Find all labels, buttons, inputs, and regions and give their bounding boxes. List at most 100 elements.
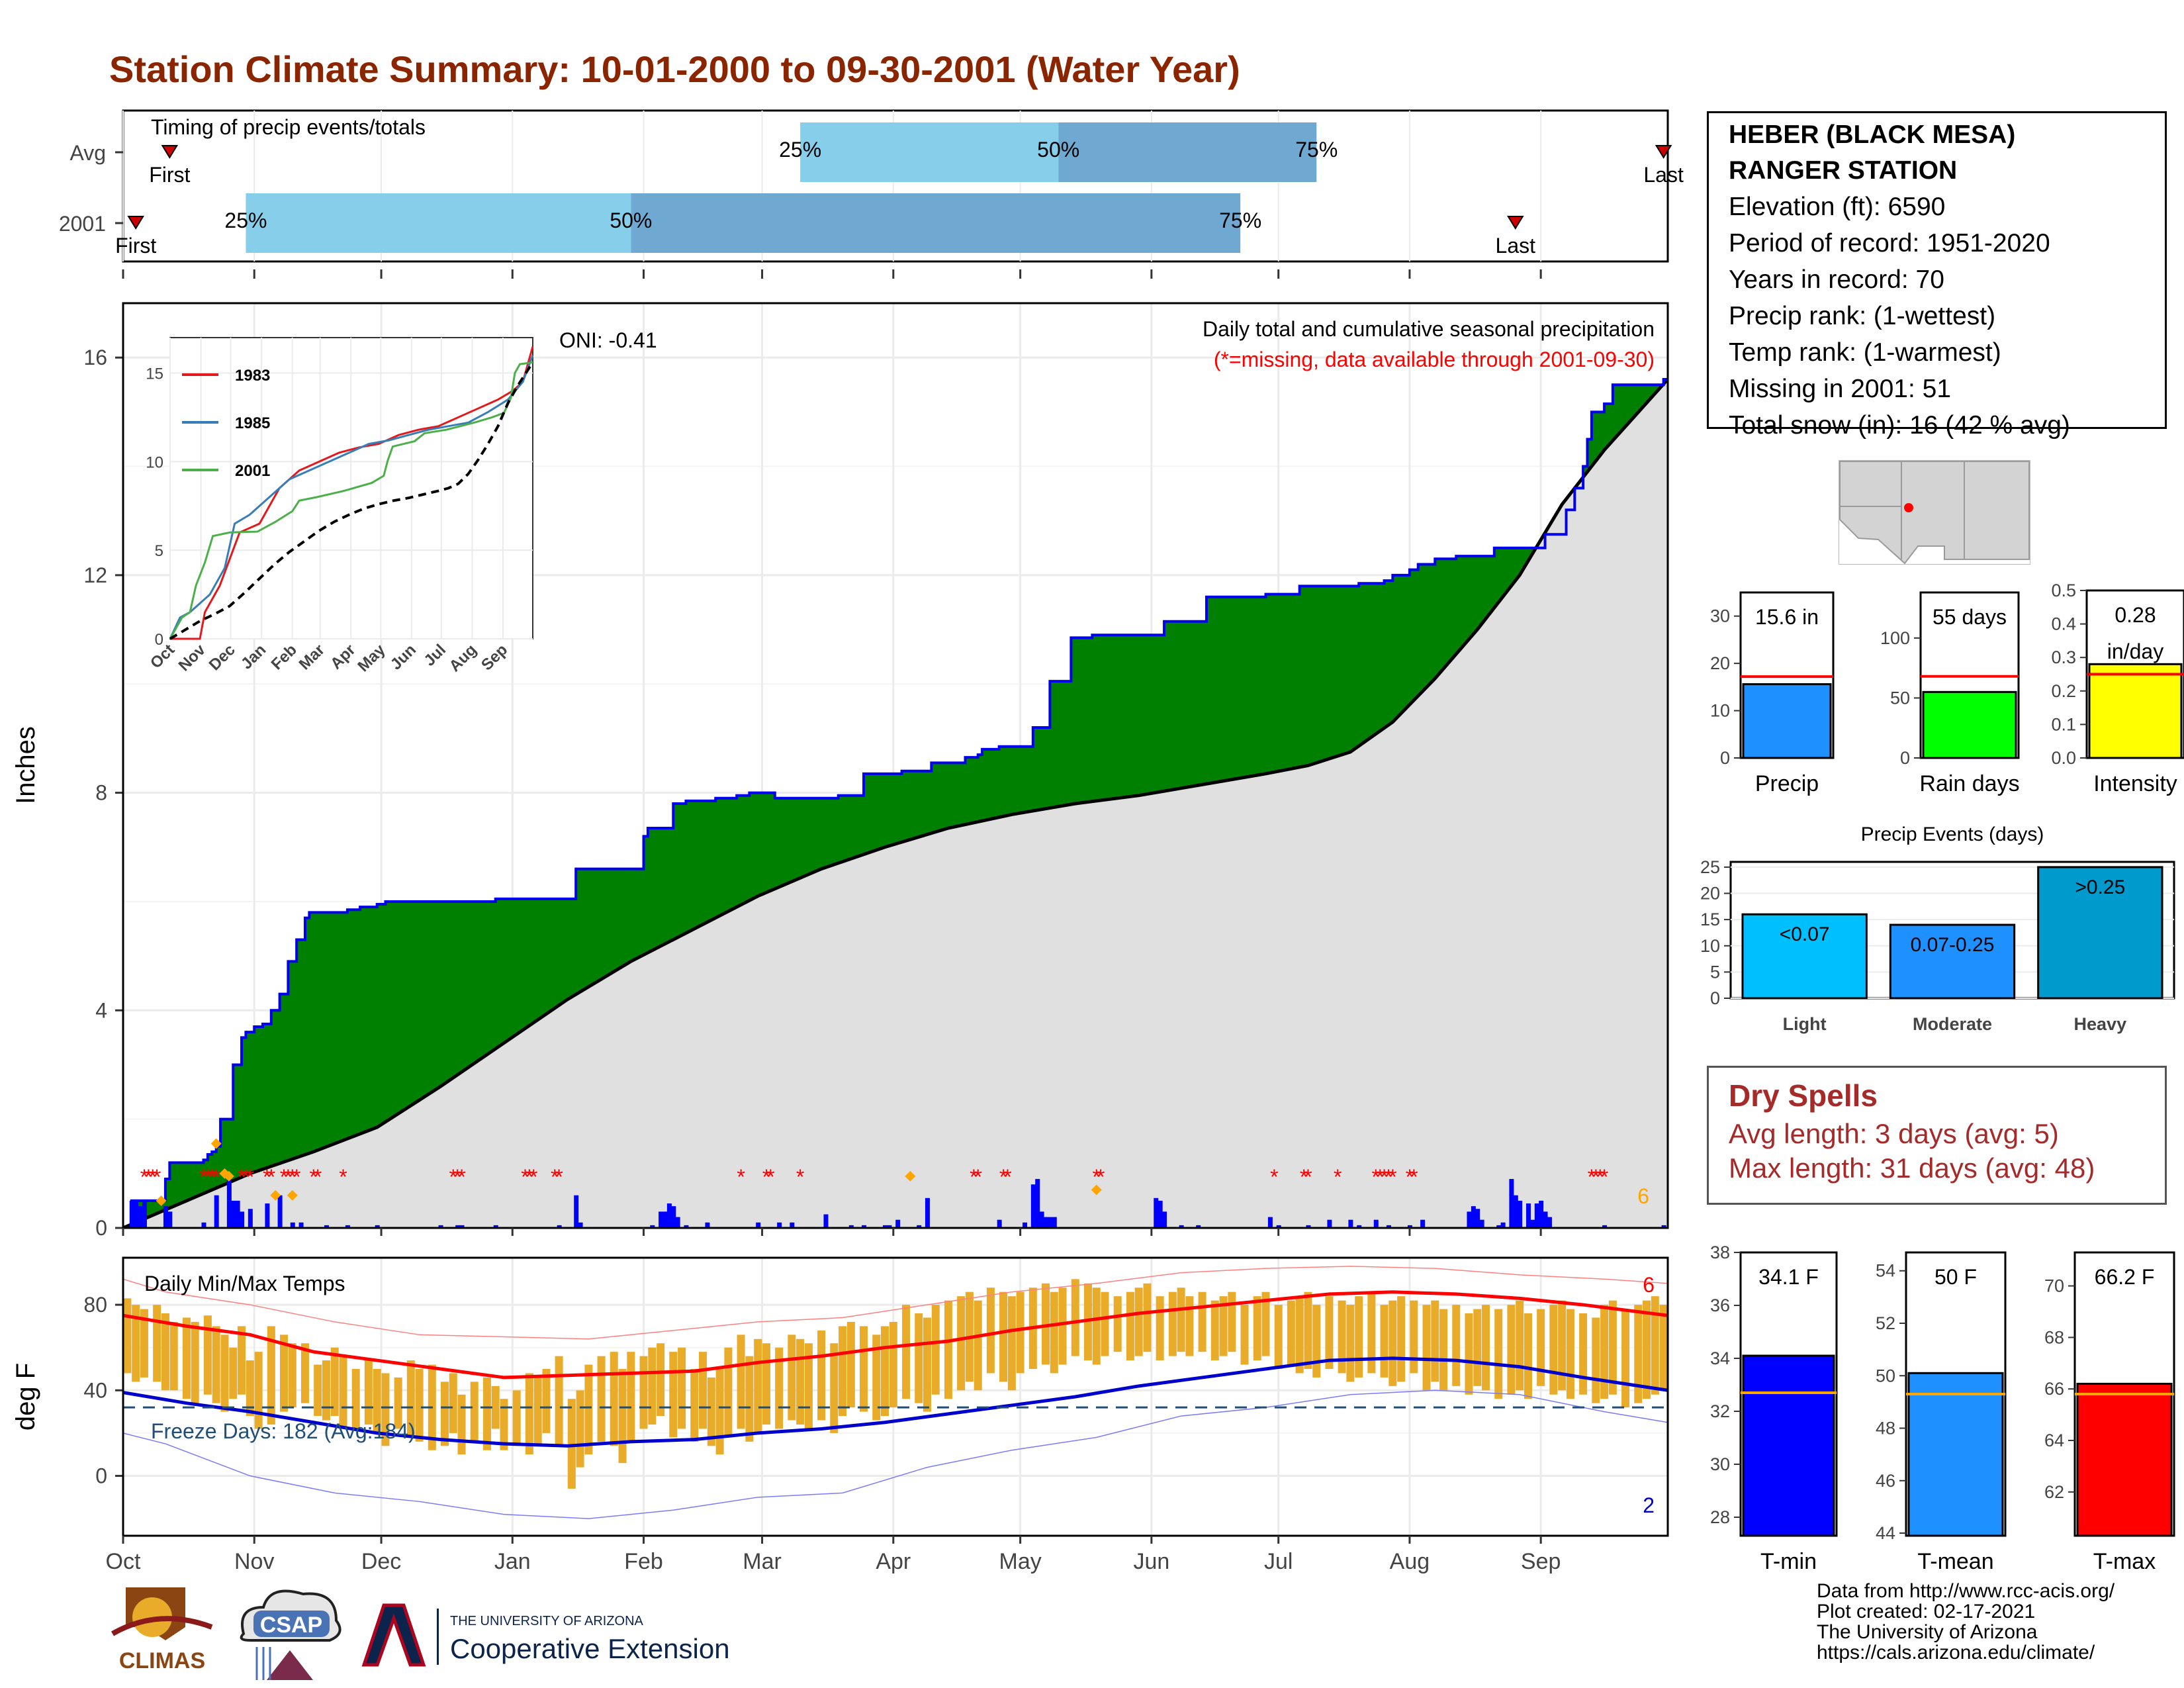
precip-ytick-label: 8 xyxy=(95,781,107,805)
events-bar-label: <0.07 xyxy=(1780,923,1830,945)
missing-day-marker: * xyxy=(970,1165,978,1189)
tmean_avg-bar xyxy=(1907,1372,2004,1537)
temp-bottom-count: 2 xyxy=(1643,1493,1655,1517)
temp-range-bar xyxy=(881,1326,889,1417)
daily-precip-bar xyxy=(345,1225,350,1228)
daily-precip-bar xyxy=(298,1222,304,1228)
inset-ytick-label: 0 xyxy=(155,631,163,649)
daily-precip-bar xyxy=(1373,1219,1379,1228)
climas-logo: CLIMAS xyxy=(111,1587,213,1673)
temp-range-bar xyxy=(872,1335,881,1421)
precip-plot-layer: **** **** *** ** **** ** * *** *** ** * ** * ** ** ** * *… xyxy=(123,378,1668,1228)
timing-last-marker xyxy=(1507,216,1524,230)
precip_total-ytick-label: 20 xyxy=(1710,653,1730,673)
climas-swoosh xyxy=(111,1616,213,1636)
temp-range-bar xyxy=(754,1338,762,1433)
tmax_avg-xlabel: T-max xyxy=(2093,1549,2156,1574)
dry-spells-box: Dry Spells Avg length: 3 days (avg: 5) M… xyxy=(1707,1066,2167,1205)
timing-first-marker xyxy=(127,216,144,230)
temp-range-bar xyxy=(901,1305,910,1399)
tmax_avg-ytick-label: 64 xyxy=(2044,1430,2064,1450)
tmax_avg-ytick-label: 66 xyxy=(2044,1379,2064,1399)
daily-precip-bar xyxy=(1509,1179,1514,1228)
temp-range-bar xyxy=(1101,1291,1109,1356)
daily-precip-bar xyxy=(455,1225,461,1228)
missing-day-marker: * xyxy=(449,1165,457,1189)
station-period: Period of record: 1951-2020 xyxy=(1729,229,2050,258)
temp-range-bar xyxy=(288,1343,296,1408)
dry-spells-avg: Avg length: 3 days (avg: 5) xyxy=(1729,1118,2059,1149)
missing-day-marker: * xyxy=(762,1165,770,1189)
temp-range-bar xyxy=(1325,1296,1334,1369)
daily-precip-bar xyxy=(1420,1219,1426,1228)
daily-precip-bar xyxy=(1030,1184,1036,1228)
inset-series-line xyxy=(169,355,534,639)
daily-precip-bar xyxy=(1407,1225,1412,1228)
temp-chart: 0 40 80 Daily Min/Max Temps Freeze Days: 182… xyxy=(11,1256,1669,1574)
missing-day-marker: * xyxy=(263,1165,271,1189)
daily-precip-bar xyxy=(1158,1200,1163,1228)
missing-day-marker: * xyxy=(457,1165,465,1189)
average-precip-line xyxy=(123,378,1668,1228)
events-category-label: Moderate xyxy=(1913,1014,1992,1034)
daily-precip-bar xyxy=(1276,1225,1281,1228)
daily-precip-bar xyxy=(650,1225,655,1228)
tmean_avg-ytick-label: 46 xyxy=(1876,1471,1895,1491)
record-precip-marker xyxy=(287,1190,298,1201)
credit-data-source: Data from http://www.rcc-acis.org/ xyxy=(1817,1580,2115,1602)
temp-range-bar xyxy=(1397,1296,1406,1382)
missing-day-marker: * xyxy=(1093,1165,1101,1189)
inset-legend-label: 2001 xyxy=(235,462,270,480)
temp-range-bar xyxy=(707,1377,715,1446)
daily-precip-bar xyxy=(862,1225,867,1228)
temp-range-bar xyxy=(203,1315,212,1395)
timing-row-label: 2001 xyxy=(59,212,106,236)
precip-ytick-label: 12 xyxy=(83,563,107,587)
missing-day-marker: * xyxy=(339,1165,347,1189)
daily-precip-bar xyxy=(167,1211,173,1228)
timing-bar-q25-q50 xyxy=(246,193,631,253)
daily-precip-bar xyxy=(1044,1217,1049,1228)
intensity-ytick-label: 0.4 xyxy=(2051,614,2076,634)
rain_days-xlabel: Rain days xyxy=(1919,771,2019,796)
missing-day-marker: * xyxy=(1600,1165,1608,1189)
daily-precip-bar xyxy=(438,1225,443,1228)
daily-precip-bar xyxy=(324,1225,329,1228)
daily-precip-bar xyxy=(997,1219,1002,1228)
csap-rain xyxy=(255,1647,271,1680)
temp-range-bar xyxy=(300,1343,309,1403)
temp-range-bar xyxy=(1643,1300,1651,1399)
temp-range-bar xyxy=(1071,1279,1079,1356)
temp-range-bar xyxy=(1113,1296,1122,1352)
events-bar-label: >0.25 xyxy=(2075,876,2125,898)
timing-last-marker xyxy=(1655,145,1672,159)
daily-precip-bar xyxy=(1179,1225,1184,1228)
temp-range-bar xyxy=(931,1305,940,1395)
daily-precip-bar xyxy=(1525,1203,1531,1228)
temp-range-bar xyxy=(1524,1313,1532,1399)
daily-precip-bar xyxy=(666,1203,672,1228)
temp-range-bar xyxy=(567,1399,576,1489)
freeze-days-label: Freeze Days: 182 (Avg:184) xyxy=(151,1419,416,1443)
missing-day-marker: * xyxy=(1376,1165,1384,1189)
month-axis-label: Mar xyxy=(743,1549,782,1574)
missing-day-marker: * xyxy=(310,1165,318,1189)
temp-range-bar xyxy=(1600,1305,1609,1399)
credit-plot-created: Plot created: 02-17-2021 xyxy=(1817,1601,2036,1622)
daily-precip-bar xyxy=(1039,1211,1044,1228)
temp-range-bar xyxy=(533,1377,542,1446)
precip_total-ytick-label: 0 xyxy=(1720,748,1730,768)
temp-stats-charts: 28 30 32 34 36 38 34.1 F T-min 44 46 48 50 52 54 50 F T… xyxy=(1710,1243,2175,1574)
temp-range-bar xyxy=(394,1377,402,1429)
temp-range-bar xyxy=(449,1373,457,1433)
missing-day-marker: * xyxy=(1406,1165,1414,1189)
events-ytick-label: 5 xyxy=(1710,962,1720,982)
daily-precip-bar xyxy=(1602,1225,1608,1228)
month-axis-label: Sep xyxy=(1521,1549,1561,1574)
rain_days-ytick-label: 50 xyxy=(1890,688,1910,708)
missing-day-marker: * xyxy=(242,1165,250,1189)
daily-precip-bar xyxy=(1471,1206,1476,1228)
missing-day-marker: * xyxy=(204,1165,212,1189)
tmin_avg-ytick-label: 28 xyxy=(1710,1507,1730,1527)
temp-range-bar xyxy=(322,1360,330,1421)
